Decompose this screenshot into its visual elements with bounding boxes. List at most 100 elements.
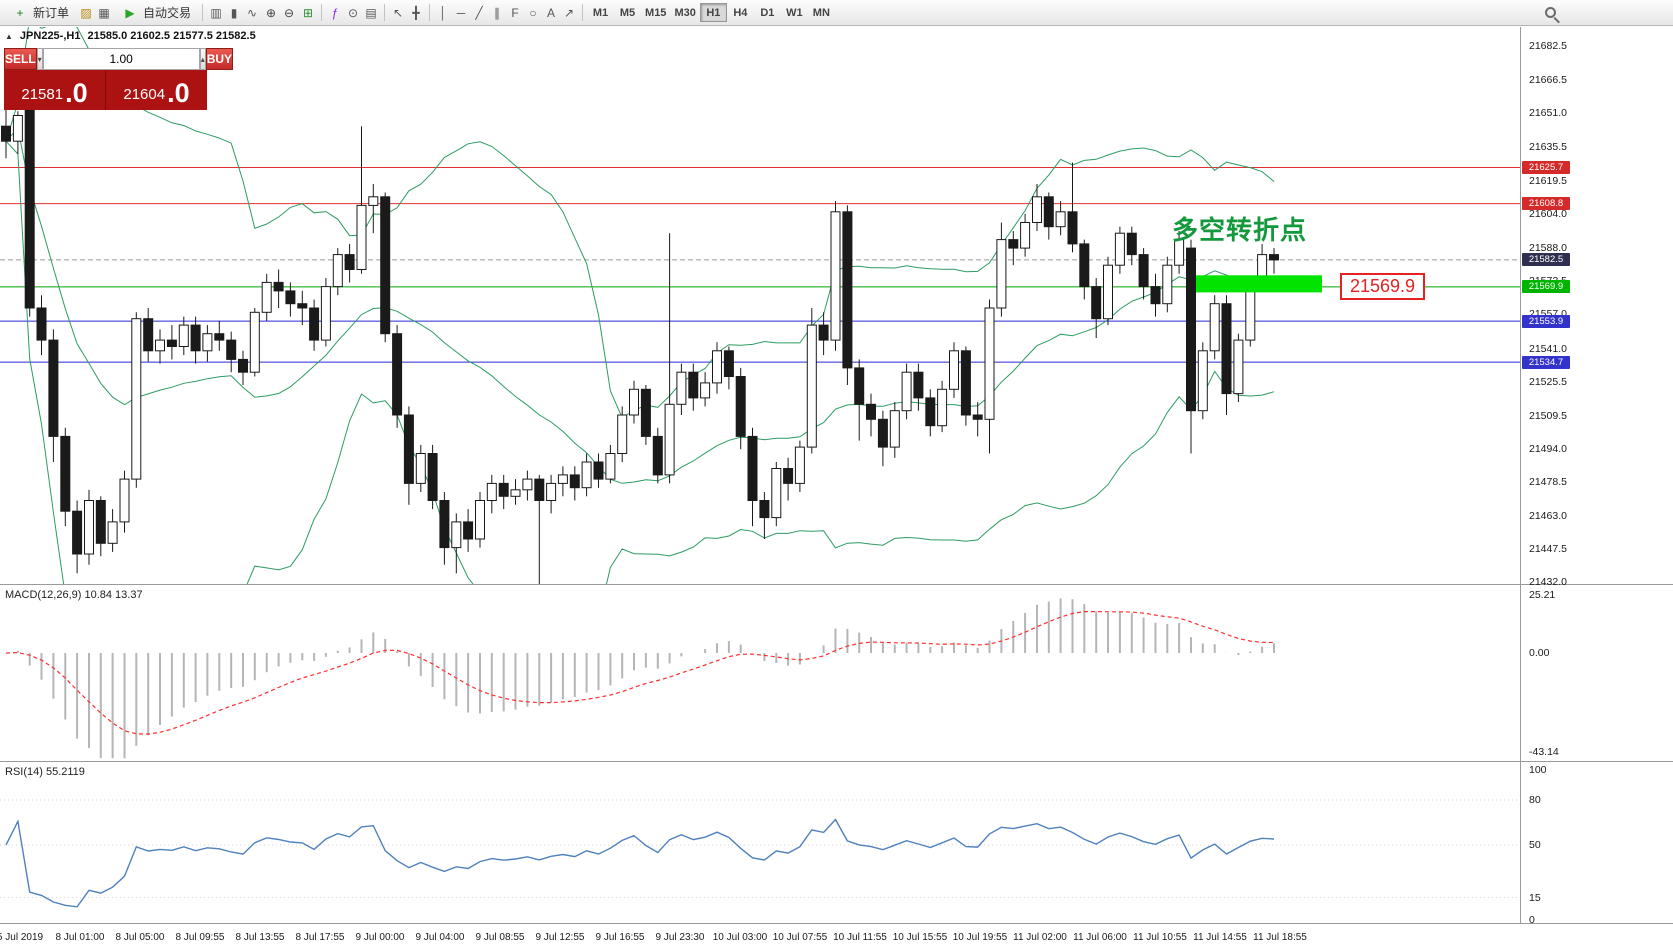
cursor-icon-group: ↖ ╋ (389, 4, 425, 22)
sell-button[interactable]: SELL (4, 48, 37, 70)
text-icon[interactable]: A (547, 5, 556, 20)
macd-histogram (5, 598, 1275, 759)
trendline-icon[interactable]: ╱ (475, 5, 483, 20)
time-tick: 8 Jul 13:55 (235, 932, 285, 943)
timeframe-m30-button[interactable]: M30 (674, 6, 696, 19)
indicators-icon[interactable]: ƒ (331, 5, 339, 20)
vertical-line-icon[interactable]: │ (439, 5, 447, 20)
price-axis[interactable]: 21682.5 21666.5 21651.0 21635.5 21619.5 21604… (1521, 0, 1673, 950)
periods-icon[interactable]: ⊙ (348, 5, 359, 20)
candlestick-chart-icon[interactable]: ▮ (230, 5, 238, 20)
arrows-icon[interactable]: ↗ (564, 5, 575, 20)
toolbar-separator (384, 4, 386, 21)
rsi-scale-tick: 0 (1529, 914, 1535, 926)
rsi-scale-tick: 100 (1529, 764, 1547, 776)
horizontal-line-icon[interactable]: ─ (456, 5, 466, 20)
time-tick: 9 Jul 04:00 (415, 932, 465, 943)
sell-price-button[interactable]: 21581 .0 (4, 70, 106, 110)
timeframe-d1-button[interactable]: D1 (760, 6, 775, 19)
rsi-scale-tick: 15 (1529, 891, 1541, 904)
rsi-indicator-label: RSI(14) 55.2119 (5, 766, 85, 778)
price-callout-label[interactable]: 21569.9 (1340, 273, 1426, 300)
sell-price-frac: .0 (65, 78, 88, 108)
new-order-label: 新订单 (33, 6, 70, 20)
charts-window-icon[interactable]: ▦ (98, 5, 110, 20)
buy-price-frac: .0 (167, 78, 190, 108)
volume-down-button[interactable]: ▾ (36, 48, 43, 70)
windows-icon-group: ⊞ (299, 4, 317, 22)
price-tick: 21619.5 (1529, 174, 1567, 187)
toolbar-separator (321, 4, 323, 21)
channel-icon[interactable]: ∥ (494, 5, 501, 20)
time-tick: 9 Jul 12:55 (535, 932, 585, 943)
rsi-scale-tick: 80 (1529, 794, 1541, 806)
timeframe-h4-button[interactable]: H4 (733, 6, 748, 19)
timeframe-m1-button[interactable]: M1 (592, 6, 609, 19)
zoom-out-icon[interactable]: ⊖ (284, 5, 295, 20)
tile-windows-icon[interactable]: ⊞ (303, 5, 314, 20)
chart-type-icon-group: ▥ ▮ ∿ (207, 4, 261, 22)
time-tick: 5 Jul 2019 (0, 932, 44, 943)
buy-price-button[interactable]: 21604 .0 (106, 70, 207, 110)
crosshair-icon[interactable]: ╋ (412, 5, 420, 20)
time-tick: 10 Jul 03:00 (712, 932, 768, 943)
one-click-trading-panel: SELL ▾ ▴ BUY 21581 .0 21604 .0 (4, 48, 234, 110)
time-tick: 9 Jul 16:55 (595, 932, 645, 943)
price-tick: 21635.5 (1529, 140, 1567, 153)
line-chart-icon[interactable]: ∿ (247, 5, 258, 20)
time-tick: 9 Jul 23:30 (655, 932, 705, 943)
symbol-info-bar: ▲ JPN225-,H1 21585.0 21602.5 21577.5 215… (5, 30, 256, 42)
search-icon[interactable] (1541, 4, 1559, 22)
toolbar-separator (429, 4, 431, 21)
macd-indicator-label: MACD(12,26,9) 10.84 13.37 (5, 589, 143, 601)
chart-text-annotation[interactable]: 多空转折点 (1172, 215, 1308, 245)
shapes-icon[interactable]: ○ (529, 5, 537, 20)
zoom-in-icon[interactable]: ⊕ (266, 5, 277, 20)
time-tick: 10 Jul 15:55 (892, 932, 948, 943)
templates-icon[interactable]: ▤ (365, 5, 377, 20)
rsi-line (5, 818, 1275, 908)
price-badge: 21582.5 (1522, 253, 1570, 267)
time-tick: 10 Jul 19:55 (952, 932, 1008, 943)
timeframe-m15-button[interactable]: M15 (645, 6, 667, 19)
price-badge: 21608.8 (1522, 197, 1570, 211)
buy-button[interactable]: BUY (205, 48, 234, 70)
sell-price-int: 21581 (21, 86, 64, 103)
macd-scale-tick: 25.21 (1529, 589, 1556, 602)
profiles-icon[interactable]: ▨ (80, 5, 92, 20)
timeframe-w1-button[interactable]: W1 (786, 6, 803, 19)
price-tick: 21541.0 (1529, 342, 1567, 355)
volume-input[interactable] (42, 48, 200, 70)
candles (1, 89, 1279, 584)
one-click-toggle-icon[interactable]: ▲ (5, 31, 13, 41)
new-order-button[interactable]: + 新订单 (4, 2, 76, 23)
volume-up-button[interactable]: ▴ (199, 48, 206, 70)
panel-separators (0, 27, 1673, 924)
profile-icon-group: ▨ ▦ (77, 4, 113, 22)
price-tick: 21463.0 (1529, 509, 1567, 522)
timeframe-mn-button[interactable]: MN (812, 6, 830, 19)
price-tick: 21682.5 (1529, 40, 1567, 52)
zoom-icon-group: ⊕ ⊖ (262, 4, 298, 22)
draw-icon-group: │ ─ ╱ ∥ F ○ A ↗ (434, 4, 578, 22)
bar-chart-icon[interactable]: ▥ (210, 5, 222, 20)
auto-trading-button[interactable]: ▶ 自动交易 (114, 2, 198, 23)
time-tick: 11 Jul 18:55 (1253, 932, 1307, 943)
cursor-icon[interactable]: ↖ (393, 5, 404, 20)
time-tick: 8 Jul 01:00 (55, 932, 105, 943)
time-axis[interactable]: 5 Jul 2019 8 Jul 01:00 8 Jul 05:00 8 Jul 09… (0, 924, 1521, 950)
timeframe-m5-button[interactable]: M5 (619, 6, 636, 19)
time-tick: 9 Jul 08:55 (475, 932, 525, 943)
horizontal-lines (0, 167, 1520, 363)
price-tick: 21494.0 (1529, 443, 1567, 456)
price-badge: 21625.7 (1522, 161, 1570, 174)
insert-icon-group: ƒ ⊙ ▤ (326, 4, 380, 22)
timeframe-h1-button[interactable]: H1 (699, 3, 727, 22)
macd-scale-tick: -43.14 (1529, 745, 1559, 758)
price-tick: 21509.5 (1529, 410, 1567, 422)
toolbar-separator (202, 4, 204, 21)
fibonacci-icon[interactable]: F (511, 5, 519, 20)
auto-trading-label: 自动交易 (143, 6, 192, 20)
rsi-scale-tick: 50 (1529, 839, 1541, 851)
